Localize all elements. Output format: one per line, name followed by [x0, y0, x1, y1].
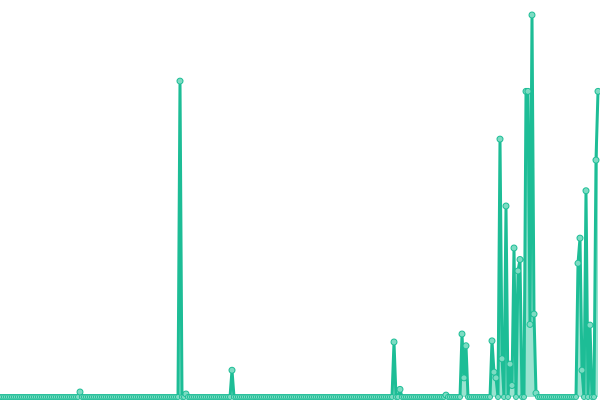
- data-point: [462, 342, 470, 350]
- data-point: [492, 374, 500, 382]
- data-point: [495, 394, 501, 400]
- data-point: [528, 11, 536, 19]
- data-point: [591, 394, 597, 400]
- data-point: [524, 87, 532, 95]
- data-point: [582, 187, 590, 195]
- data-point: [574, 259, 582, 267]
- data-point: [526, 320, 534, 328]
- data-point: [521, 394, 527, 400]
- data-point: [586, 321, 594, 329]
- data-point: [460, 374, 468, 382]
- data-point: [508, 382, 516, 390]
- data-point: [510, 244, 518, 252]
- data-point: [573, 394, 579, 400]
- data-point: [576, 234, 584, 242]
- data-point: [487, 394, 493, 400]
- data-point: [530, 310, 538, 318]
- data-point: [578, 366, 586, 374]
- data-point: [506, 360, 514, 368]
- marker-layer: [0, 11, 600, 400]
- data-point: [592, 156, 600, 164]
- data-point: [457, 394, 463, 400]
- data-point: [516, 255, 524, 263]
- data-point: [498, 355, 506, 363]
- data-point: [496, 135, 504, 143]
- data-point: [488, 337, 496, 345]
- data-point: [502, 202, 510, 210]
- data-point: [396, 385, 404, 393]
- data-point: [228, 366, 236, 374]
- data-point: [390, 338, 398, 346]
- data-point: [458, 330, 466, 338]
- data-point: [513, 394, 519, 400]
- data-point: [514, 267, 522, 275]
- data-point: [505, 394, 511, 400]
- data-point: [594, 87, 600, 95]
- data-point: [490, 368, 498, 376]
- data-point: [176, 77, 184, 85]
